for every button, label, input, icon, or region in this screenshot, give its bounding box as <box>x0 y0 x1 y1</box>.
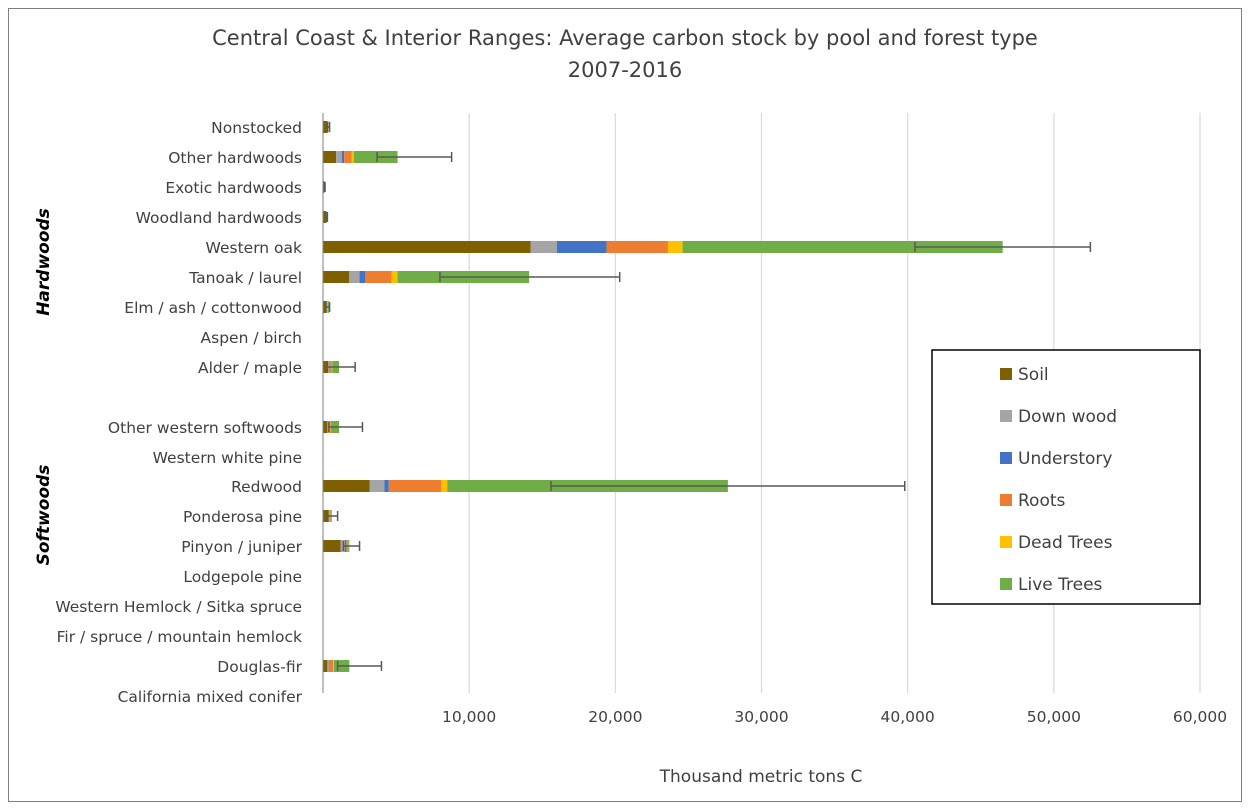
legend-swatch <box>1000 578 1012 590</box>
bar-segment <box>327 660 329 672</box>
bar-segment <box>323 510 329 522</box>
category-label: California mixed conifer <box>118 688 303 706</box>
bar-segment <box>349 271 360 283</box>
group-label-hardwoods: Hardwoods <box>34 208 54 316</box>
bar-segment <box>323 211 326 223</box>
category-label: Douglas-fir <box>217 658 302 676</box>
x-tick-label: 10,000 <box>442 708 496 726</box>
bar-segment <box>556 241 607 253</box>
bar-segment <box>323 421 328 433</box>
category-label: Other western softwoods <box>108 419 302 437</box>
category-label: Fir / spruce / mountain hemlock <box>57 628 302 646</box>
category-label: Ponderosa pine <box>183 508 302 526</box>
category-label: Western white pine <box>153 449 302 467</box>
bar-segment <box>391 271 398 283</box>
category-label: Aspen / birch <box>201 329 302 347</box>
category-label: Redwood <box>231 478 302 496</box>
bar-segment <box>328 660 334 672</box>
legend-swatch <box>1000 452 1012 464</box>
bar-segment <box>323 271 350 283</box>
legend-label: Soil <box>1018 365 1049 385</box>
bar-segment <box>327 421 329 433</box>
legend-label: Roots <box>1018 491 1066 511</box>
chart-title: Central Coast & Interior Ranges: Average… <box>212 26 1038 50</box>
chart-subtitle: 2007-2016 <box>567 58 683 82</box>
legend-label: Live Trees <box>1018 575 1103 595</box>
x-tick-label: 60,000 <box>1173 708 1227 726</box>
legend-label: Down wood <box>1018 407 1117 427</box>
x-axis-title: Thousand metric tons C <box>659 767 863 787</box>
bar-segment <box>388 480 442 492</box>
bar-segment <box>344 151 352 163</box>
legend-swatch <box>1000 410 1012 422</box>
bar-segment <box>323 151 337 163</box>
bar-segment <box>365 271 392 283</box>
bar-segment <box>353 151 398 163</box>
bar-segment <box>323 301 327 313</box>
category-label: Nonstocked <box>211 119 302 137</box>
category-label: Elm / ash / cottonwood <box>124 299 302 317</box>
category-label: Woodland hardwoods <box>136 209 302 227</box>
bars <box>323 121 1003 672</box>
bar-segment <box>351 151 354 163</box>
legend-box <box>931 349 1201 605</box>
category-label: Exotic hardwoods <box>165 179 302 197</box>
bar-segment <box>323 540 341 552</box>
category-label: Tanoak / laurel <box>188 269 302 287</box>
bar-segment <box>667 241 683 253</box>
x-tick-label: 20,000 <box>588 708 642 726</box>
x-tick-labels: 10,000 20,000 30,000 40,000 50,000 60,000 <box>442 708 1227 726</box>
legend-swatch <box>1000 494 1012 506</box>
bar-segment <box>384 480 389 492</box>
category-label: Pinyon / juniper <box>181 538 302 556</box>
x-tick-label: 40,000 <box>881 708 935 726</box>
legend-items: Soil Down wood Understory Roots Dead Trees Li… <box>1000 365 1117 595</box>
legend: Soil Down wood Understory Roots Dead Trees Li… <box>931 349 1201 605</box>
legend-label: Understory <box>1018 449 1112 469</box>
legend-swatch <box>1000 536 1012 548</box>
category-label: Alder / maple <box>198 359 302 377</box>
bar-segment <box>323 480 370 492</box>
category-label: Other hardwoods <box>168 149 302 167</box>
bar-segment <box>530 241 557 253</box>
category-label: Lodgepole pine <box>183 568 302 586</box>
chart-title-block: Central Coast & Interior Ranges: Average… <box>0 22 1250 86</box>
category-labels: Nonstocked Other hardwoods Exotic hardwood… <box>55 119 302 706</box>
bar-segment <box>441 480 448 492</box>
legend-label: Dead Trees <box>1018 533 1113 553</box>
bar-segment <box>323 241 531 253</box>
bar-segment <box>342 151 345 163</box>
category-label: Western Hemlock / Sitka spruce <box>55 598 302 616</box>
x-tick-label: 30,000 <box>734 708 788 726</box>
legend-swatch <box>1000 368 1012 380</box>
bar-segment <box>369 480 385 492</box>
group-label-softwoods: Softwoods <box>34 465 54 566</box>
error-bars <box>323 122 1092 671</box>
x-tick-label: 50,000 <box>1027 708 1081 726</box>
bar-segment <box>323 121 328 133</box>
bar-segment <box>606 241 668 253</box>
bar-segment <box>323 361 329 373</box>
bar-segment <box>336 151 343 163</box>
bar-segment <box>359 271 366 283</box>
bar-segment <box>323 660 328 672</box>
bar-segment <box>682 241 1003 253</box>
bar-segment <box>333 660 334 672</box>
category-label: Western oak <box>206 239 302 257</box>
